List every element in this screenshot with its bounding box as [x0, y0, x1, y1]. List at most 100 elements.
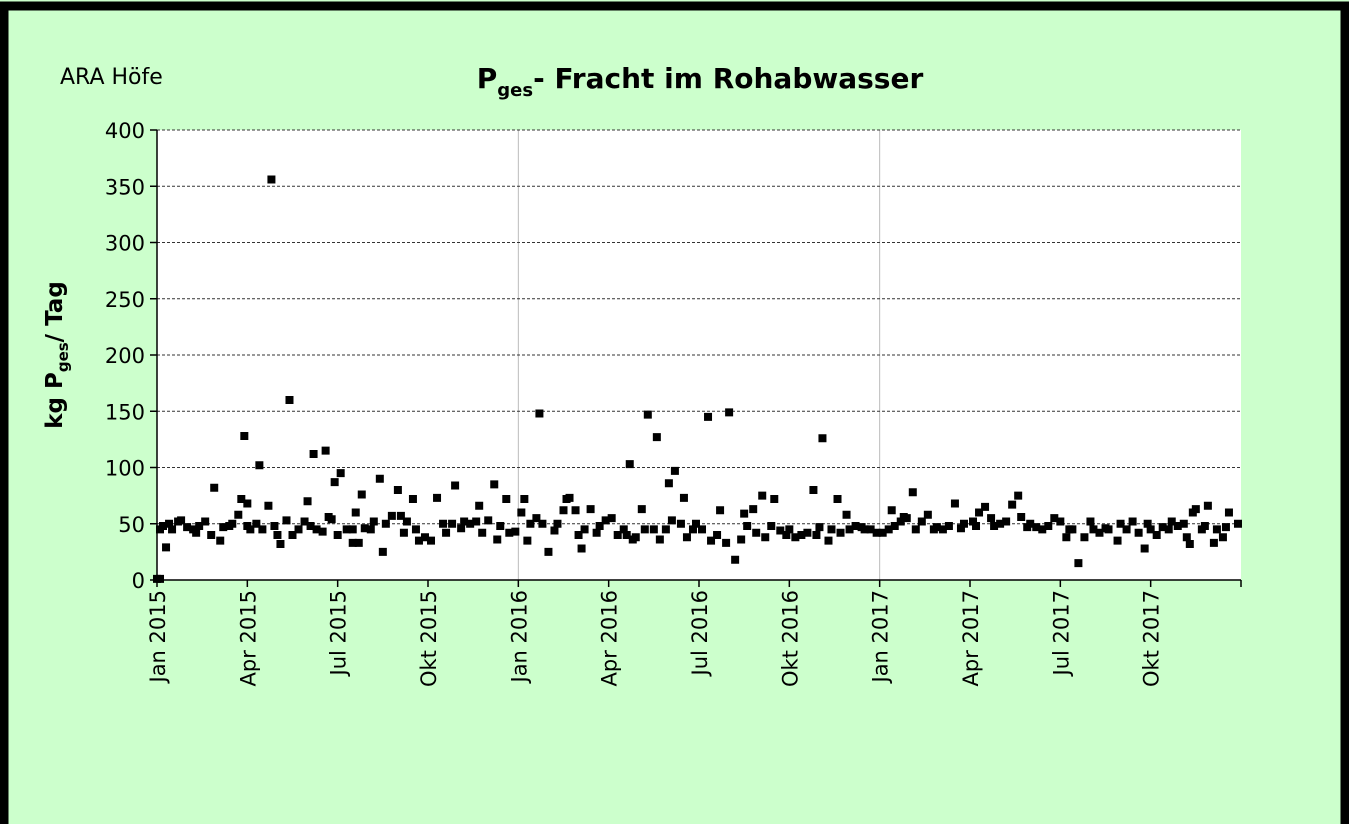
point — [698, 525, 707, 534]
point — [484, 516, 493, 525]
point — [1017, 513, 1026, 521]
point — [851, 522, 860, 530]
point — [312, 525, 321, 534]
point — [460, 517, 469, 526]
point — [887, 506, 896, 515]
point — [631, 533, 640, 542]
point — [255, 461, 264, 470]
point — [716, 506, 725, 515]
point — [408, 495, 417, 503]
point — [357, 490, 366, 499]
point — [1212, 525, 1221, 534]
point — [264, 501, 273, 510]
point — [183, 523, 192, 532]
point — [354, 538, 363, 547]
x-tick-label: Okt 2017 — [1140, 590, 1164, 687]
point — [1026, 519, 1035, 528]
point — [752, 528, 761, 537]
point — [667, 516, 676, 525]
y-tick-label: 50 — [118, 513, 145, 537]
point — [791, 533, 800, 542]
point — [860, 525, 869, 534]
point — [535, 409, 544, 418]
point — [1104, 525, 1113, 534]
point — [670, 466, 679, 475]
point — [1032, 523, 1041, 532]
point — [330, 478, 339, 487]
point — [502, 495, 511, 503]
title-rest: - Fracht im Rohabwasser — [533, 62, 923, 95]
point — [387, 511, 396, 520]
point — [165, 519, 174, 528]
point — [827, 525, 836, 534]
point — [767, 522, 776, 530]
point — [1200, 522, 1209, 530]
point — [1179, 519, 1188, 528]
point — [809, 486, 818, 494]
point — [758, 491, 767, 500]
y-tick-label: 400 — [105, 119, 145, 143]
point — [1173, 522, 1182, 530]
x-tick-label: Jan 2015 — [146, 590, 170, 685]
x-tick-label: Okt 2016 — [778, 590, 802, 687]
point — [219, 523, 228, 532]
point — [1014, 491, 1023, 500]
point — [327, 515, 336, 524]
point — [360, 524, 369, 533]
point — [192, 528, 201, 537]
point — [1050, 514, 1059, 523]
point — [661, 525, 670, 534]
point — [237, 495, 246, 503]
point — [1143, 519, 1152, 528]
point — [396, 511, 405, 520]
point — [707, 536, 716, 545]
point — [294, 525, 303, 534]
point — [496, 522, 505, 530]
point — [1068, 525, 1077, 534]
point — [442, 528, 451, 537]
point — [544, 547, 553, 556]
point — [366, 525, 375, 534]
point — [523, 536, 532, 545]
point — [908, 488, 917, 497]
point — [1086, 517, 1095, 526]
point — [691, 519, 700, 528]
point — [333, 531, 342, 539]
point — [803, 528, 812, 537]
point — [601, 516, 610, 525]
point — [972, 522, 981, 530]
point — [866, 525, 875, 534]
point — [318, 527, 327, 536]
point — [201, 517, 210, 526]
point — [1191, 505, 1200, 514]
point — [776, 526, 785, 535]
point — [613, 531, 622, 539]
point — [782, 531, 791, 539]
point — [336, 469, 345, 478]
point — [619, 525, 628, 534]
point — [836, 528, 845, 537]
point — [369, 517, 378, 526]
point — [1122, 525, 1131, 534]
point — [243, 499, 252, 508]
point — [478, 528, 487, 537]
point — [652, 433, 661, 442]
point — [490, 480, 499, 489]
point — [420, 533, 429, 542]
point — [1152, 531, 1161, 539]
x-tick-label: Apr 2017 — [959, 590, 983, 686]
x-tick-label: Okt 2015 — [417, 590, 441, 687]
point — [1167, 517, 1176, 526]
point — [159, 522, 168, 530]
y-tick-label: 200 — [105, 344, 145, 368]
y-tick-label: 100 — [105, 457, 145, 481]
point — [981, 502, 990, 511]
point — [1134, 528, 1143, 537]
point — [959, 519, 968, 528]
point — [592, 528, 601, 537]
point — [439, 519, 448, 528]
point — [770, 495, 779, 503]
point — [1074, 559, 1083, 568]
point — [731, 555, 740, 564]
